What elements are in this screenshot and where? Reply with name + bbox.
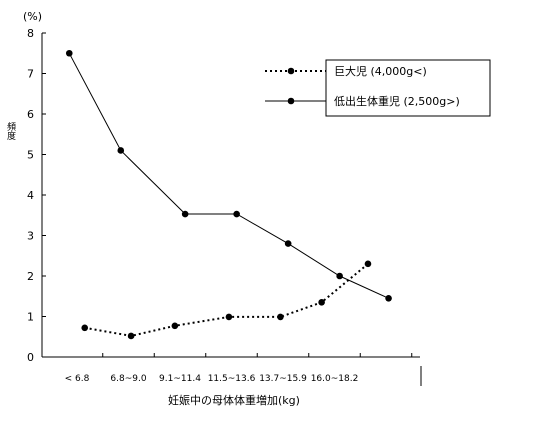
data-point [336, 272, 343, 280]
data-point [277, 313, 284, 321]
y-axis-unit: (%) [23, 10, 42, 23]
x-tick-label: < 6.8 [65, 374, 90, 384]
data-point [127, 332, 135, 340]
legend: 巨大児 (4,000g<) 低出生体重児 (2,500g>) [265, 59, 491, 117]
data-point [81, 324, 89, 332]
y-tick-label: 2 [27, 270, 34, 283]
legend-label: 低出生体重児 (2,500g>) [334, 94, 460, 108]
plot-area [65, 49, 392, 340]
data-point [385, 294, 392, 302]
y-tick-label: 8 [27, 27, 34, 40]
legend-marker [287, 67, 295, 75]
x-axis-title: 妊娠中の母体体重増加(kg) [168, 393, 300, 407]
x-tick-label: 11.5~13.6 [208, 374, 256, 384]
axes: 0 1 2 3 4 5 6 7 8 < 6.8 6.8~9.0 9.1~11.4 11.5~13.6 13… [27, 27, 422, 386]
x-tick-label: 6.8~9.0 [110, 374, 146, 384]
legend-box [325, 59, 491, 117]
x-tick-label: 16.0~18.2 [311, 374, 359, 384]
data-point [364, 260, 372, 268]
data-point [318, 299, 325, 306]
data-point [171, 322, 179, 330]
data-point [233, 210, 240, 218]
y-tick-label: 1 [27, 311, 34, 324]
x-tick-label: 13.7~15.9 [259, 374, 307, 384]
x-tick-label: 9.1~11.4 [159, 374, 201, 384]
y-tick-label: 4 [27, 189, 34, 202]
data-point [117, 147, 125, 154]
data-point [181, 210, 189, 218]
legend-label: 巨大児 (4,000g<) [334, 64, 427, 78]
y-tick-label: 5 [27, 149, 34, 162]
legend-marker [287, 97, 295, 105]
y-tick-label: 3 [27, 230, 34, 243]
y-tick-label: 7 [27, 68, 34, 81]
y-tick-label: 0 [27, 351, 34, 364]
series-line [84, 263, 369, 337]
data-point [65, 49, 73, 57]
data-point [284, 240, 292, 247]
y-tick-label: 6 [27, 108, 34, 121]
y-axis-title: 頻度 [5, 121, 16, 141]
data-point [225, 313, 233, 321]
